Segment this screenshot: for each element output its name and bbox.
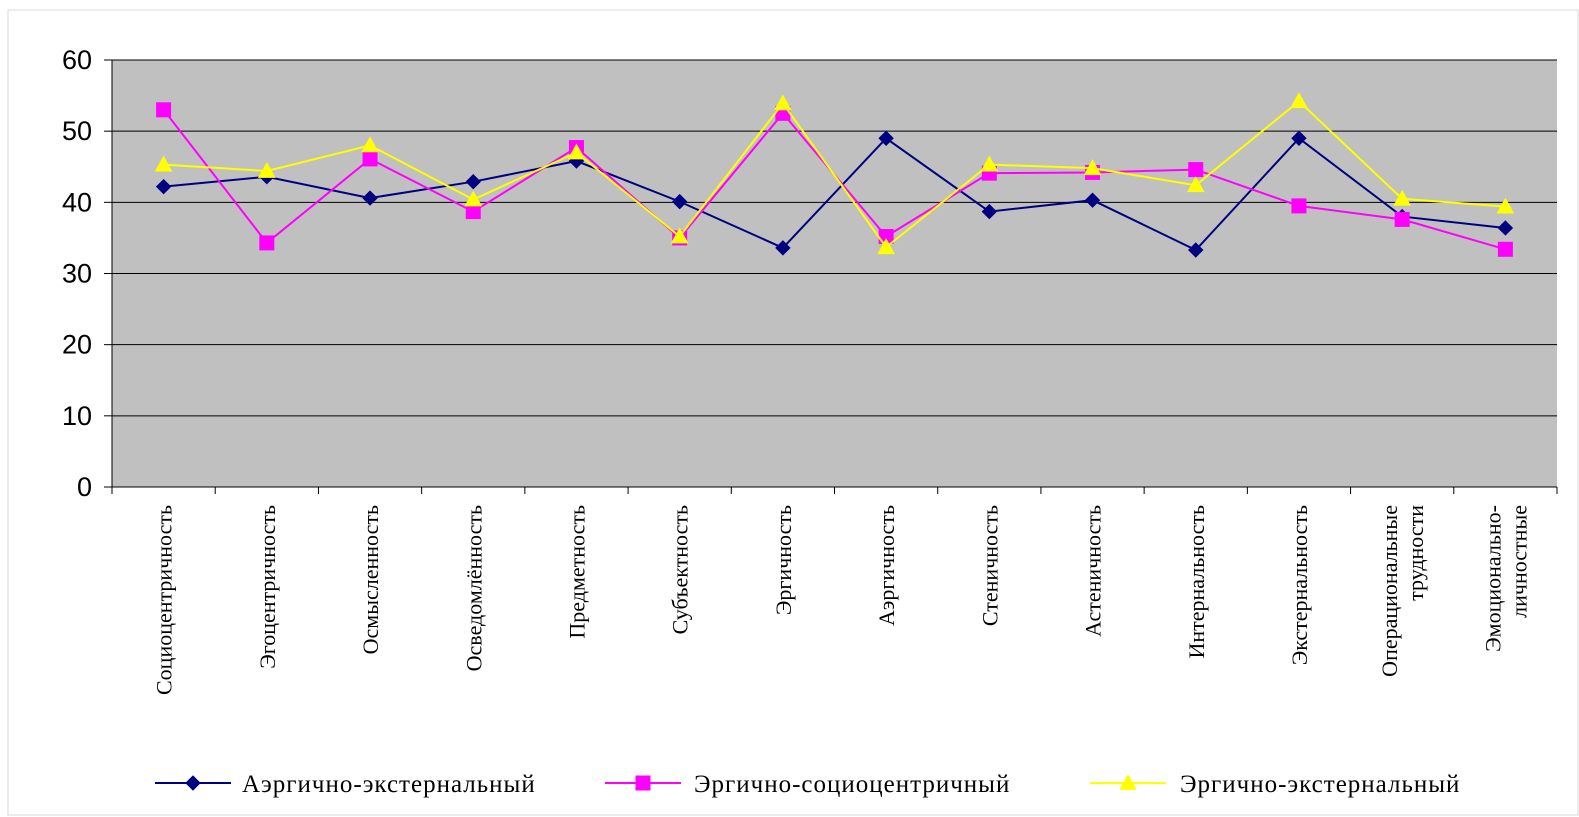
series-ergic-external-point [774, 94, 792, 111]
series-aergic-external-point [155, 178, 172, 195]
x-tick-label: Эргичность [771, 505, 796, 615]
legend-item: Эргично-экстернальный [1090, 771, 1460, 798]
series-ergic-sociocentric-point [1394, 211, 1410, 227]
series-ergic-sociocentric-point [465, 204, 481, 220]
legend-point [1119, 773, 1137, 790]
x-tick-label: Осведомлённость [461, 505, 486, 671]
y-tick-label: 60 [62, 45, 92, 75]
series-ergic-external-point [1393, 189, 1412, 206]
series-ergic-sociocentric-point [1188, 162, 1204, 178]
series-ergic-external-point [1496, 197, 1515, 214]
x-tick-label: Интернальность [1184, 505, 1209, 659]
legend-point [635, 775, 651, 791]
x-tick-label: Операциональные [1377, 505, 1402, 677]
legend: Аэргично-экстернальный Эргично-социоцентр… [155, 771, 1460, 798]
series-ergic-external-point [1083, 159, 1102, 176]
series-aergic-external-point [1084, 192, 1101, 208]
x-tick-label: Предметность [564, 505, 589, 639]
y-tick-label: 10 [62, 401, 92, 431]
y-tick-label: 30 [62, 259, 92, 289]
legend-label: Эргично-экстернальный [1180, 771, 1460, 798]
x-tick-label: Социоцентричность [152, 505, 177, 695]
x-tick-label: Экстернальность [1287, 505, 1312, 665]
series-ergic-external-point [257, 161, 276, 178]
series-ergic-external-point [877, 238, 895, 255]
series-aergic-external-point [465, 173, 481, 190]
series-ergic-external-point [1290, 92, 1308, 109]
y-tick-label: 20 [62, 330, 92, 360]
x-tick-label: Стеничность [977, 505, 1002, 626]
y-tick-label: 50 [62, 116, 92, 146]
series-ergic-external-point [670, 227, 689, 244]
legend-label: Эргично-социоцентричный [694, 771, 1010, 798]
series-ergic-external-point [361, 136, 379, 153]
series-aergic-external-line [163, 136, 1506, 252]
series-ergic-sociocentric-point [156, 102, 172, 118]
x-tick-label: трудности [1403, 505, 1428, 601]
series-ergic-external-point [464, 190, 483, 207]
series-ergic-external-line [163, 99, 1506, 249]
x-tick-label: Эмоционально- [1480, 505, 1505, 652]
x-tick-label: Аэргичность [874, 505, 899, 626]
series-aergic-external-point [981, 203, 998, 220]
axes: 0 10 20 30 40 50 60 Социоцентричность Эгоцентрич… [62, 45, 1558, 695]
x-tick-label: Субъектность [668, 505, 693, 634]
series-ergic-external-point [567, 143, 586, 160]
y-tick-label: 0 [77, 472, 92, 502]
y-tick-label: 40 [62, 187, 92, 217]
series-layer [154, 92, 1515, 258]
series-aergic-external-point [362, 190, 378, 206]
series-ergic-external-point [980, 155, 999, 172]
x-tick-label: личностные [1506, 505, 1531, 618]
x-tick-label: Астеничность [1081, 505, 1106, 637]
legend-point [185, 775, 201, 791]
series-aergic-external-point [1188, 242, 1204, 258]
legend-item: Аэргично-экстернальный [155, 771, 536, 798]
series-aergic-external-point [671, 193, 688, 210]
series-ergic-sociocentric-point [259, 235, 275, 251]
legend-item: Эргично-социоцентричный [605, 771, 1010, 798]
series-ergic-sociocentric-point [1291, 198, 1307, 214]
series-ergic-external-point [154, 155, 173, 172]
series-aergic-external-point [878, 130, 894, 146]
series-ergic-external [154, 92, 1515, 255]
series-aergic-external-point [775, 240, 791, 256]
x-tick-label: Осмысленность [358, 505, 383, 654]
gridlines [112, 59, 1557, 417]
series-ergic-external-point [1186, 176, 1205, 193]
series-aergic-external-point [1291, 130, 1307, 146]
x-tick-label: Эгоцентричность [255, 505, 280, 669]
series-aergic-external-point [1497, 220, 1514, 236]
legend-label: Аэргично-экстернальный [242, 771, 536, 798]
series-ergic-sociocentric-point [1497, 241, 1513, 257]
series-ergic-sociocentric-point [362, 151, 378, 167]
